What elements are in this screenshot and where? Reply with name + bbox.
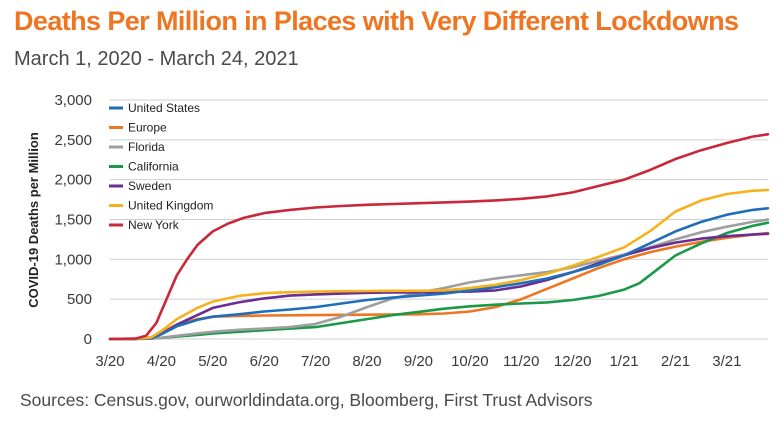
legend-label: United Kingdom (128, 199, 213, 213)
x-tick-label: 8/20 (352, 353, 381, 370)
legend-label: New York (128, 218, 180, 232)
x-tick-label: 5/20 (198, 353, 227, 370)
y-tick-label: 3,000 (54, 92, 92, 109)
series-line-california (108, 221, 770, 341)
legend: United States Europe Florida California Swed… (109, 101, 213, 232)
y-tick-labels: 0 500 1,000 1,500 2,000 2,500 3,000 (54, 92, 92, 348)
series-line-sweden (108, 232, 770, 341)
series-line-united-states (108, 207, 770, 341)
x-tick-label: 11/20 (503, 353, 539, 370)
x-tick-label: 10/20 (451, 353, 489, 370)
y-tick-label: 1,000 (54, 251, 92, 268)
gridlines (110, 99, 768, 340)
series-line-europe (108, 231, 770, 341)
x-tick-label: 3/20 (95, 353, 124, 370)
legend-label: Florida (128, 140, 165, 154)
y-tick-label: 1,500 (54, 212, 92, 229)
y-axis-label: COVID-19 Deaths per Million (26, 132, 41, 308)
chart-title: Deaths Per Million in Places with Very D… (14, 6, 739, 36)
y-tick-label: 0 (84, 331, 92, 348)
legend-label: Europe (128, 121, 167, 135)
y-tick-label: 2,000 (54, 172, 92, 189)
source-note: Sources: Census.gov, ourworldindata.org,… (20, 390, 593, 410)
legend-label: Sweden (128, 179, 171, 193)
chart-subtitle: March 1, 2020 - March 24, 2021 (14, 48, 299, 70)
x-tick-label: 1/21 (609, 353, 638, 370)
series-lines (108, 133, 770, 341)
x-tick-label: 3/21 (712, 353, 741, 370)
y-tick-label: 2,500 (54, 132, 92, 149)
y-tick-label: 500 (67, 291, 92, 308)
x-tick-labels: 3/20 4/20 5/20 6/20 7/20 8/20 9/20 10/20 11/20 12… (95, 353, 741, 370)
x-tick-label: 4/20 (147, 353, 176, 370)
series-line-united-kingdom (108, 188, 770, 341)
x-tick-label: 6/20 (250, 353, 279, 370)
series-line-florida (108, 218, 770, 341)
series-line-new-york (108, 133, 770, 341)
x-tick-label: 9/20 (404, 353, 433, 370)
legend-label: California (128, 160, 179, 174)
x-tick-label: 7/20 (301, 353, 330, 370)
legend-label: United States (128, 101, 200, 115)
x-tick-label: 12/20 (554, 353, 592, 370)
x-tick-label: 2/21 (661, 353, 690, 370)
